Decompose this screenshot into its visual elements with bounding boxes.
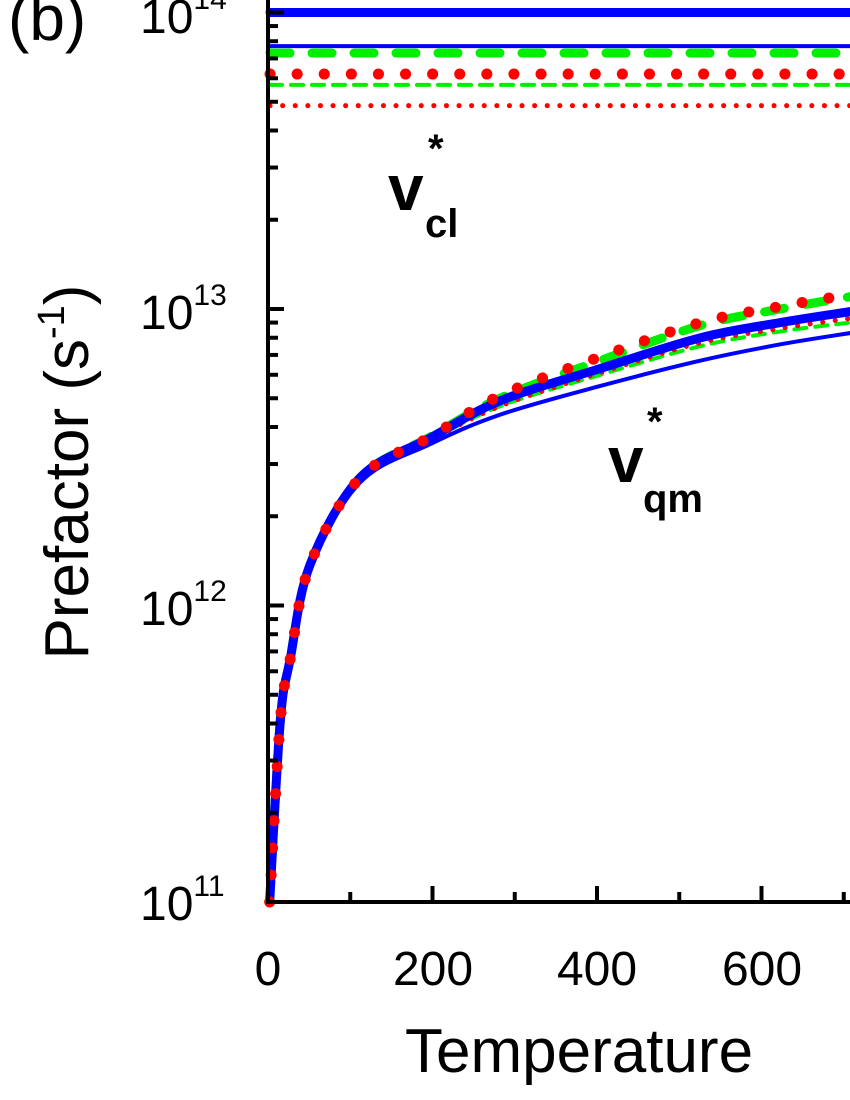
- x-tick-label-0: 0: [255, 943, 282, 996]
- x-tick-label-400: 400: [557, 943, 637, 996]
- series-layer: [264, 8, 850, 908]
- y-tick-label-1e13: 1013: [140, 279, 227, 340]
- tick-layer: [266, 10, 846, 904]
- y-tick-label-1e14: 1014: [140, 0, 227, 44]
- annotation-nu-quantum: v* qm: [608, 400, 703, 521]
- y-tick-label-1e11: 1011: [140, 870, 225, 931]
- x-tick-label-200: 200: [393, 943, 473, 996]
- panel-label: (b): [8, 0, 86, 54]
- y-axis-label: Prefactor (s-1): [31, 285, 102, 660]
- x-tick-labels: 0 200 400 600: [255, 943, 802, 996]
- annotation-nu-classical: v* cl: [388, 127, 458, 246]
- x-axis-label: Temperature: [405, 1017, 753, 1086]
- series-quantum-solid-thin-line: [267, 331, 850, 904]
- y-tick-labels: 1011 1012 1013 1014: [140, 0, 227, 931]
- y-tick-label-1e12: 1012: [140, 575, 227, 636]
- series-quantum-dot-thick-line: [264, 288, 850, 908]
- series-quantum-dot-thin-line: [267, 315, 850, 905]
- x-tick-label-600: 600: [722, 943, 802, 996]
- series-quantum-dash-thin-line: [267, 320, 850, 904]
